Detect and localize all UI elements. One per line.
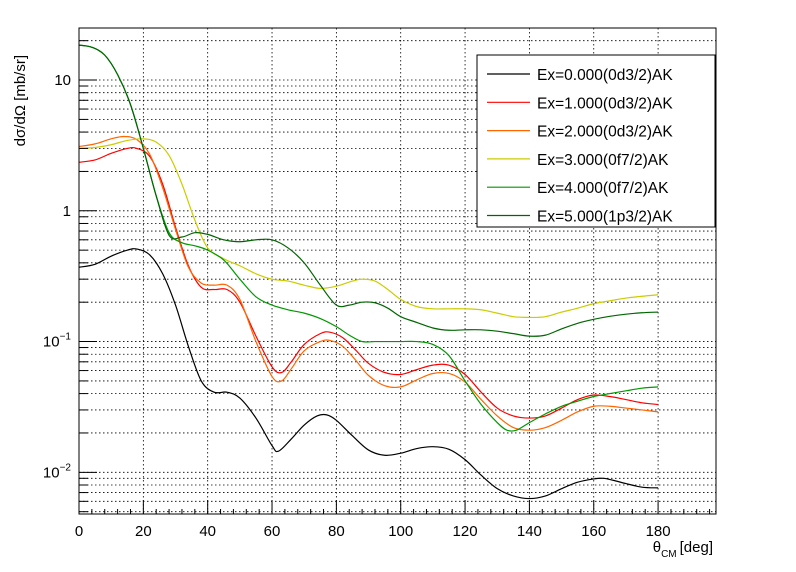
y-tick-label-exponent: −1 [60, 332, 72, 343]
x-axis-title-main: θ [653, 539, 661, 556]
legend: Ex=0.000(0d3/2)AK Ex=1.000(0d3/2)AK Ex=2.0… [476, 54, 716, 228]
x-tick-label: 20 [135, 523, 152, 540]
series-line-1 [78, 248, 659, 500]
legend-label-4: Ex=3.000(0f7/2)AK [537, 152, 669, 169]
y-tick-label-base: 10 [54, 72, 71, 89]
x-axis-title-subscript: CM [661, 549, 677, 560]
y-tick-label-exponent: −2 [60, 462, 72, 473]
x-tick-label: 180 [646, 523, 671, 540]
data-series [78, 44, 659, 500]
x-tick-label: 40 [199, 523, 216, 540]
series-line-2 [78, 146, 659, 419]
legend-entries: Ex=0.000(0d3/2)AK Ex=1.000(0d3/2)AK Ex=2.0… [487, 67, 673, 226]
series-line-4 [78, 138, 659, 319]
legend-label-6: Ex=5.000(1p3/2)AK [537, 209, 673, 226]
plot-frame [78, 27, 717, 515]
x-tick-label: 120 [453, 523, 478, 540]
legend-label-3: Ex=2.000(0d3/2)AK [537, 124, 673, 141]
legend-label-1: Ex=0.000(0d3/2)AK [537, 67, 673, 84]
x-tick-label: 160 [581, 523, 606, 540]
y-tick-label: 10 [54, 72, 71, 89]
y-tick-label-base: 1 [63, 203, 71, 220]
y-axis-title: dσ/dΩ [mb/sr] [12, 55, 29, 146]
series-line-5 [78, 44, 659, 432]
x-tick-label: 140 [517, 523, 542, 540]
legend-box [476, 54, 716, 228]
x-tick-label: 0 [75, 523, 83, 540]
legend-label-5: Ex=4.000(0f7/2)AK [537, 180, 669, 197]
y-tick-label: 10−1 [43, 332, 72, 351]
x-axis-title-unit: [deg] [680, 539, 713, 556]
x-tick-label: 60 [264, 523, 281, 540]
series-line-6 [78, 44, 659, 337]
y-tick-label: 10−2 [43, 462, 72, 481]
y-tick-label: 1 [63, 203, 71, 220]
legend-label-2: Ex=1.000(0d3/2)AK [537, 95, 673, 112]
series-line-3 [78, 135, 659, 431]
y-tick-label-base: 10 [43, 334, 60, 351]
y-tick-label-base: 10 [43, 464, 60, 481]
x-axis-title: θCM [deg] [653, 539, 713, 560]
x-tick-label: 100 [388, 523, 413, 540]
x-tick-label: 80 [328, 523, 345, 540]
